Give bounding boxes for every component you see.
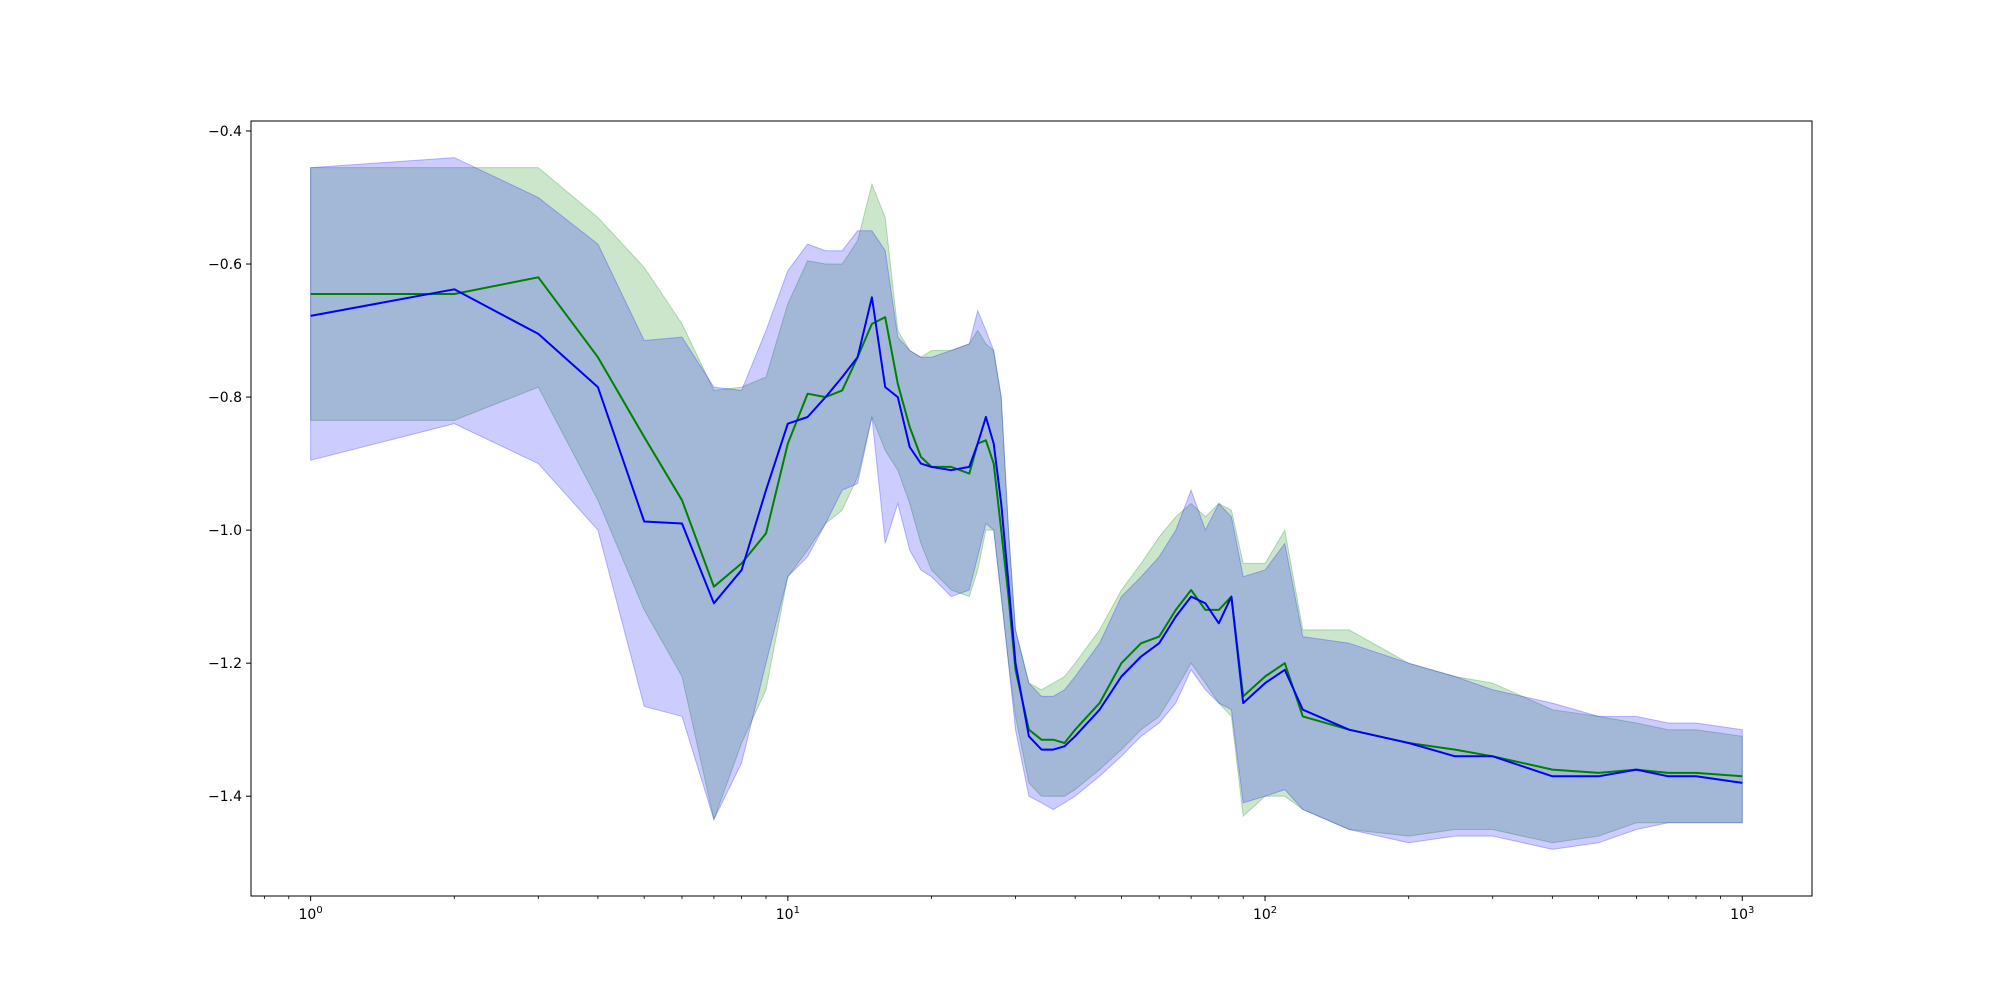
x-tick-label: 103 bbox=[1730, 905, 1754, 923]
y-tick-label: −1.2 bbox=[208, 656, 242, 672]
band-series-2 bbox=[310, 157, 1743, 850]
confidence-bands bbox=[310, 157, 1743, 850]
y-tick-label: −1.0 bbox=[208, 523, 242, 539]
x-tick-label: 100 bbox=[299, 905, 323, 923]
plot-area-frame bbox=[250, 120, 1813, 897]
band-series-1 bbox=[310, 167, 1743, 844]
y-axis: −0.4 −0.6 −0.8 −1.0 −1.2 −1.4 bbox=[208, 124, 251, 805]
y-tick-label: −1.4 bbox=[208, 789, 242, 805]
x-tick-label: 102 bbox=[1253, 905, 1277, 923]
y-tick-label: −0.6 bbox=[208, 257, 242, 273]
y-tick-label: −0.4 bbox=[208, 124, 242, 140]
line-series-2 bbox=[310, 288, 1743, 784]
y-tick-label: −0.8 bbox=[208, 390, 242, 406]
x-tick-label: 101 bbox=[776, 905, 800, 923]
series-lines bbox=[310, 276, 1743, 784]
x-axis: 100 101 102 103 bbox=[263, 896, 1754, 923]
